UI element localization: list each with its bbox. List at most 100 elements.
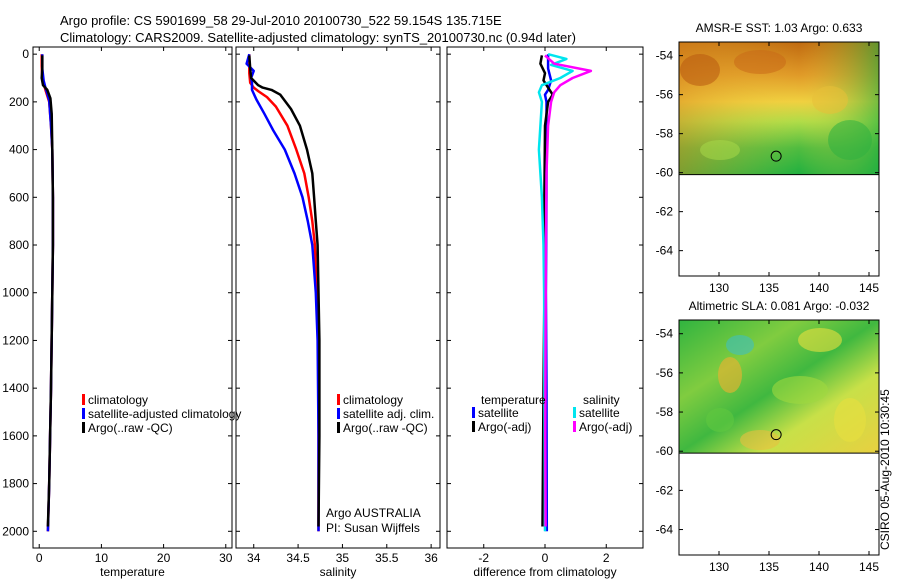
y-tick-label: 1400	[2, 381, 29, 395]
legend-swatch	[337, 408, 340, 419]
x-tick-label: 35.5	[375, 551, 399, 565]
x-tick-label: 140	[809, 281, 829, 295]
y-tick-label: -64	[656, 244, 674, 258]
x-tick-label: 0	[542, 551, 549, 565]
legend-label: Argo(-adj)	[478, 420, 531, 434]
y-tick-label: 1000	[2, 286, 29, 300]
map-anomaly-patch	[834, 398, 866, 442]
legend-label: satellite-adjusted climatology	[88, 407, 241, 421]
x-tick-label: 10	[95, 551, 109, 565]
x-axis-label: salinity	[320, 565, 357, 579]
y-tick-label: -62	[656, 483, 674, 497]
map-anomaly-patch	[680, 54, 720, 86]
x-tick-label: 130	[709, 560, 729, 574]
legend-label: Argo(..raw -QC)	[343, 421, 428, 435]
map-title: AMSR-E SST: 1.03 Argo: 0.633	[696, 21, 863, 35]
legend-swatch	[337, 422, 340, 433]
legend-swatch	[573, 421, 576, 432]
series-line-blue	[245, 53, 320, 532]
temperature-panel: 0 200 400 600 800 1000 1200 1400 1600 1800 2000 0 10…	[2, 46, 241, 579]
y-tick-label: -56	[656, 88, 674, 102]
x-tick-label: 35	[336, 551, 350, 565]
y-tick-label: 1800	[2, 477, 29, 491]
legend-label: satellite adj. clim.	[343, 407, 434, 421]
map-anomaly-patch	[726, 335, 754, 355]
x-tick-label: -2	[478, 551, 489, 565]
sla-map-panel: Altimetric SLA: 0.081 Argo: -0.032 -54 -56…	[656, 299, 880, 574]
map-anomaly-patch	[772, 376, 828, 404]
y-tick-label: -64	[656, 523, 674, 537]
x-tick-label: 140	[809, 560, 829, 574]
legend-swatch	[82, 408, 85, 419]
header-line-2: Climatology: CARS2009. Satellite-adjuste…	[60, 30, 576, 45]
x-tick-label: 30	[219, 551, 233, 565]
legend-title: temperature	[481, 393, 546, 407]
series-line-magenta	[544, 54, 593, 527]
argo-position-marker	[770, 429, 782, 441]
y-tick-label: -62	[656, 205, 674, 219]
y-tick-label: 200	[9, 95, 29, 109]
x-tick-label: 135	[759, 560, 779, 574]
x-axis-label: difference from climatology	[473, 565, 616, 579]
x-tick-label: 145	[859, 560, 879, 574]
y-tick-label: 2000	[2, 524, 29, 538]
x-tick-label: 145	[859, 281, 879, 295]
y-tick-label: -58	[656, 405, 674, 419]
legend-label: Argo(-adj)	[579, 420, 632, 434]
map-anomaly-patch	[798, 328, 842, 352]
y-tick-label: -60	[656, 444, 674, 458]
legend-label: climatology	[343, 393, 403, 407]
map-anomaly-patch	[734, 50, 786, 74]
map-anomaly-patch	[700, 140, 740, 160]
y-tick-label: -56	[656, 366, 674, 380]
legend-swatch	[573, 407, 576, 418]
x-tick-label: 36	[424, 551, 438, 565]
y-tick-label: -54	[656, 327, 674, 341]
map-anomaly-patch	[740, 430, 780, 450]
legend-swatch	[82, 394, 85, 405]
legend-swatch	[472, 421, 475, 432]
series-line-cyan	[537, 52, 574, 532]
legend-title: salinity	[583, 393, 620, 407]
annotation-text: Argo AUSTRALIA	[326, 506, 421, 520]
y-tick-label: 1200	[2, 333, 29, 347]
y-tick-label: 600	[9, 190, 29, 204]
y-tick-label: -60	[656, 166, 674, 180]
map-anomaly-patch	[718, 357, 742, 393]
series-line-black	[40, 55, 55, 527]
x-tick-label: 20	[157, 551, 171, 565]
map-anomaly-patch	[812, 86, 848, 114]
y-tick-label: 400	[9, 143, 29, 157]
x-tick-label: 130	[709, 281, 729, 295]
x-axis-label: temperature	[100, 565, 165, 579]
x-tick-label: 34.5	[286, 551, 310, 565]
series-line-black	[248, 55, 321, 527]
legend-label: climatology	[88, 393, 148, 407]
map-anomaly-patch	[828, 120, 872, 160]
map-anomaly-patch	[706, 408, 734, 432]
legend-label: Argo(..raw -QC)	[88, 421, 173, 435]
legend-label: satellite	[579, 406, 620, 420]
x-tick-label: 135	[759, 281, 779, 295]
annotation-text: PI: Susan Wijffels	[326, 521, 420, 535]
header-line-1: Argo profile: CS 5901699_58 29-Jul-2010 …	[60, 13, 502, 28]
map-frame	[678, 319, 880, 556]
sst-map-panel: AMSR-E SST: 1.03 Argo: 0.633 -54 -56 -58 -60…	[656, 21, 880, 295]
x-tick-label: 0	[36, 551, 43, 565]
x-tick-label: 34	[247, 551, 261, 565]
y-tick-label: 800	[9, 238, 29, 252]
map-title: Altimetric SLA: 0.081 Argo: -0.032	[689, 299, 870, 313]
series-line-red	[248, 54, 320, 532]
legend-swatch	[337, 394, 340, 405]
x-tick-label: 2	[603, 551, 610, 565]
plot-frame	[235, 46, 441, 549]
y-tick-label: -54	[656, 49, 674, 63]
legend-label: satellite	[478, 406, 519, 420]
y-tick-label: 0	[22, 47, 29, 61]
legend-swatch	[472, 407, 475, 418]
plot-frame	[32, 46, 233, 549]
salinity-panel: 34 34.5 35 35.5 36 salinity climatologysatelli…	[235, 46, 441, 579]
legend-swatch	[82, 422, 85, 433]
